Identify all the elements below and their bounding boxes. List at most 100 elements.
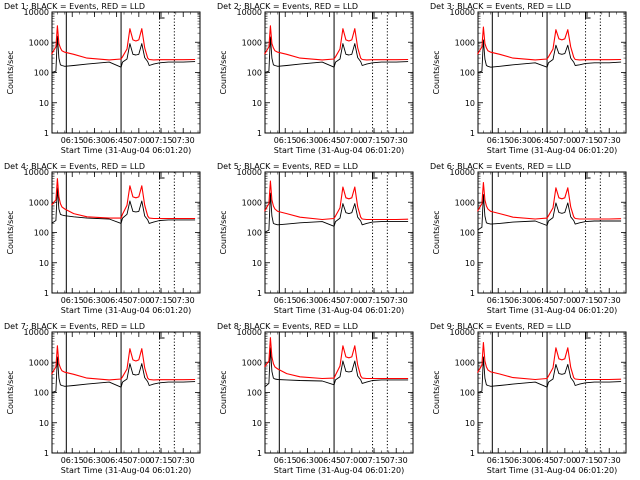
plot-frame: [51, 171, 201, 294]
x-axis-label: Start Time (31-Aug-04 06:01:20): [61, 146, 192, 155]
x-tick-label: 07:00: [340, 296, 363, 305]
plot-frame: [264, 171, 414, 294]
y-axis-label: Counts/sec: [6, 210, 15, 254]
x-axis-label: Start Time (31-Aug-04 06:01:20): [274, 306, 405, 315]
chart-title: Det 6: BLACK = Events, RED = LLD: [430, 162, 571, 171]
segment-bracket: [585, 172, 591, 179]
x-tick-label: 06:45: [105, 136, 128, 145]
x-tick-label: 07:30: [598, 136, 621, 145]
x-tick-label: 07:15: [149, 456, 172, 465]
y-axis-label: Counts/sec: [432, 210, 441, 254]
events-series-line: [264, 192, 409, 233]
y-tick-label: 1000: [242, 198, 262, 207]
y-tick-label: 100: [247, 389, 262, 398]
x-axis-label: Start Time (31-Aug-04 06:01:20): [487, 146, 618, 155]
plot-frame: [264, 331, 414, 454]
plot-frame: [51, 331, 201, 454]
x-tick-label: 07:30: [172, 136, 195, 145]
x-axis-label: Start Time (31-Aug-04 06:01:20): [487, 306, 618, 315]
x-tick-label: 07:15: [362, 136, 385, 145]
segment-bracket: [372, 172, 378, 179]
plot-frame: [51, 11, 201, 134]
segment-bracket: [372, 12, 378, 19]
y-tick-label: 10000: [450, 8, 475, 17]
x-tick-label: 07:30: [172, 456, 195, 465]
y-tick-label: 10000: [450, 168, 475, 177]
plot-frame: [264, 11, 414, 134]
y-tick-label: 1: [44, 289, 49, 298]
chart-title: Det 1: BLACK = Events, RED = LLD: [4, 2, 145, 11]
x-tick-label: 07:30: [385, 136, 408, 145]
y-tick-label: 1000: [455, 198, 475, 207]
x-tick-label: 07:30: [385, 296, 408, 305]
x-tick-label: 07:00: [340, 456, 363, 465]
chart-panel: Det 6: BLACK = Events, RED = LLD 1 10 100 10…: [430, 162, 627, 315]
y-tick-label: 10: [252, 419, 262, 428]
lld-series-line: [477, 181, 622, 220]
lld-series-line: [477, 26, 622, 61]
y-tick-label: 10000: [450, 328, 475, 337]
x-tick-label: 06:15: [61, 456, 84, 465]
lld-series-line: [264, 25, 409, 61]
y-tick-label: 1000: [29, 198, 49, 207]
x-tick-label: 06:30: [509, 456, 532, 465]
x-tick-label: 07:00: [340, 136, 363, 145]
plot-frame: [477, 11, 627, 134]
x-tick-label: 06:30: [296, 136, 319, 145]
chart-panel: Det 8: BLACK = Events, RED = LLD 1 10 100 10…: [217, 322, 414, 475]
x-tick-label: 07:30: [598, 296, 621, 305]
x-tick-label: 07:15: [575, 296, 598, 305]
events-series-line: [51, 187, 196, 224]
y-tick-label: 100: [460, 389, 475, 398]
events-series-line: [264, 36, 409, 73]
y-tick-label: 1: [44, 449, 49, 458]
lld-series-line: [51, 25, 196, 61]
x-axis-label: Start Time (31-Aug-04 06:01:20): [274, 466, 405, 475]
x-tick-label: 07:15: [575, 456, 598, 465]
plot-frame: [477, 171, 627, 294]
segment-bracket: [159, 12, 165, 19]
chart-panel: Det 4: BLACK = Events, RED = LLD 1 10 100 10…: [4, 162, 201, 315]
chart-panel: Det 2: BLACK = Events, RED = LLD 1 10 100 10…: [217, 2, 414, 155]
y-tick-label: 1: [470, 129, 475, 138]
y-tick-label: 100: [34, 229, 49, 238]
segment-bracket: [585, 12, 591, 19]
events-series-line: [51, 35, 196, 73]
x-tick-label: 06:45: [105, 456, 128, 465]
y-tick-label: 10: [465, 419, 475, 428]
y-tick-label: 1000: [29, 358, 49, 367]
segment-bracket: [159, 172, 165, 179]
y-tick-label: 10: [465, 99, 475, 108]
x-tick-label: 06:45: [531, 136, 554, 145]
y-tick-label: 100: [34, 69, 49, 78]
y-axis-label: Counts/sec: [219, 370, 228, 414]
y-tick-label: 1: [470, 449, 475, 458]
x-tick-label: 06:45: [318, 296, 341, 305]
y-tick-label: 10: [39, 259, 49, 268]
x-tick-label: 06:45: [318, 136, 341, 145]
y-tick-label: 1000: [455, 38, 475, 47]
x-tick-label: 06:30: [296, 456, 319, 465]
chart-panel: Det 3: BLACK = Events, RED = LLD 1 10 100 10…: [430, 2, 627, 155]
x-tick-label: 06:15: [487, 296, 510, 305]
chart-title: Det 7: BLACK = Events, RED = LLD: [4, 322, 145, 331]
chart-panel: Det 1: BLACK = Events, RED = LLD 1 10 100 10…: [4, 2, 201, 155]
y-tick-label: 10000: [24, 8, 49, 17]
y-tick-label: 1: [44, 129, 49, 138]
y-tick-label: 1000: [29, 38, 49, 47]
y-tick-label: 100: [460, 69, 475, 78]
y-tick-label: 100: [247, 229, 262, 238]
lld-series-line: [51, 345, 196, 381]
chart-title: Det 8: BLACK = Events, RED = LLD: [217, 322, 358, 331]
y-axis-label: Counts/sec: [432, 370, 441, 414]
segment-bracket: [159, 332, 165, 339]
x-tick-label: 06:30: [83, 456, 106, 465]
x-tick-label: 06:15: [274, 296, 297, 305]
x-tick-label: 07:30: [598, 456, 621, 465]
y-tick-label: 1000: [455, 358, 475, 367]
x-tick-label: 06:15: [274, 136, 297, 145]
x-tick-label: 07:15: [575, 136, 598, 145]
events-series-line: [477, 356, 622, 393]
y-axis-label: Counts/sec: [432, 50, 441, 94]
